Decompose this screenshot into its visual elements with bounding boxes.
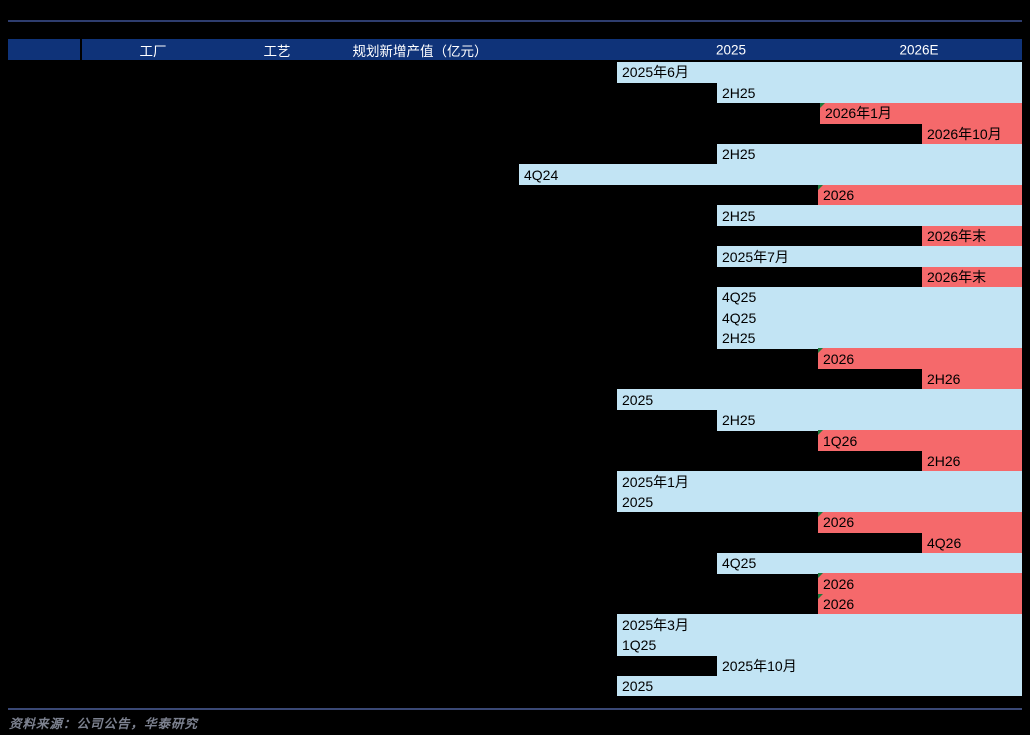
- cell-flag-triangle-icon: [818, 511, 823, 517]
- bar-label: 2H26: [927, 453, 961, 470]
- gantt-bar: 2026年10月: [922, 123, 1022, 145]
- gantt-bar: 4Q25: [717, 552, 1022, 574]
- gantt-bar: 2025年7月: [717, 246, 1022, 267]
- gantt-rows-area: 2025年6月 2H25 2026年1月 2026年10月 2H25 4Q24 2026 2H…: [0, 62, 1030, 697]
- gantt-bar: 4Q25: [717, 286, 1022, 308]
- gantt-bar: 2025: [617, 389, 1022, 411]
- cell-flag-triangle-icon: [818, 593, 823, 599]
- cell-flag-triangle-icon: [818, 573, 823, 579]
- bar-label: 2025年1月: [622, 473, 689, 490]
- bar-label: 2025: [622, 391, 654, 408]
- bar-label: 2H25: [722, 207, 756, 224]
- cell-flag-triangle-icon: [818, 184, 823, 190]
- bar-label: 2H25: [722, 84, 756, 101]
- gantt-bar: 2025年10月: [717, 655, 1022, 677]
- bar-label: 4Q24: [524, 166, 559, 183]
- bar-label: 2025年10月: [722, 657, 797, 674]
- bar-label: 1Q25: [622, 637, 657, 654]
- gantt-bar: 2H26: [922, 368, 1022, 390]
- gantt-bar: 2026: [818, 593, 1022, 615]
- gantt-bar: 2026年末: [922, 225, 1022, 247]
- gantt-bar: 2026: [818, 184, 1022, 206]
- gantt-bar: 2026: [818, 511, 1022, 533]
- gantt-bar: 4Q24: [519, 164, 1022, 186]
- header-col-process: 工艺: [263, 43, 291, 59]
- figure-bottom-rule: [8, 708, 1022, 710]
- figure-top-rule: [8, 20, 1022, 22]
- gantt-bar: 1Q25: [617, 634, 1022, 656]
- gantt-bar: 2025: [617, 491, 1022, 513]
- bar-label: 2025: [622, 678, 654, 695]
- gantt-bar: 2H25: [717, 205, 1022, 227]
- bar-label: 2H25: [722, 330, 756, 347]
- bar-label: 2026年末: [927, 268, 987, 285]
- gantt-bar: 2026年末: [922, 266, 1022, 288]
- bar-label: 2025年7月: [722, 248, 789, 265]
- gantt-bar: 2025年1月: [617, 471, 1022, 492]
- gantt-bar: 2026: [818, 573, 1022, 595]
- table-header-blank-cell: [8, 39, 80, 60]
- gantt-bar: 4Q25: [717, 307, 1022, 329]
- cell-flag-triangle-icon: [818, 348, 823, 354]
- bar-label: 2026: [823, 514, 855, 531]
- gantt-bar: 2H25: [717, 82, 1022, 104]
- bar-label: 2H25: [722, 146, 756, 163]
- bar-label: 1Q26: [823, 432, 858, 449]
- bar-label: 2026: [823, 575, 855, 592]
- bar-label: 2026: [823, 350, 855, 367]
- bar-label: 2026: [823, 596, 855, 613]
- header-col-2026e: 2026E: [899, 42, 939, 57]
- bar-label: 2025年6月: [622, 64, 689, 81]
- bar-label: 2025年3月: [622, 616, 689, 633]
- bar-label: 4Q25: [722, 309, 757, 326]
- gantt-bar: 2H26: [922, 450, 1022, 472]
- gantt-bar: 2H25: [717, 327, 1022, 349]
- header-col-planned-value: 规划新增产值（亿元）: [352, 43, 488, 59]
- header-col-2025: 2025: [715, 42, 747, 57]
- gantt-bar: 2026年1月: [820, 102, 1022, 124]
- cell-flag-triangle-icon: [818, 430, 823, 436]
- bar-label: 4Q25: [722, 555, 757, 572]
- cell-flag-triangle-icon: [820, 102, 825, 108]
- table-header-row: 工厂 工艺 规划新增产值（亿元） 2025 2026E: [82, 39, 1022, 60]
- gantt-bar: 2025年6月: [617, 62, 1022, 83]
- bar-label: 2H26: [927, 371, 961, 388]
- bar-label: 2H25: [722, 412, 756, 429]
- gantt-bar: 2H25: [717, 409, 1022, 431]
- bar-label: 4Q25: [722, 289, 757, 306]
- gantt-bar: 2H25: [717, 143, 1022, 165]
- bar-label: 2026年10月: [927, 125, 1002, 142]
- bar-label: 2025: [622, 493, 654, 510]
- gantt-bar: 2025年3月: [617, 614, 1022, 636]
- gantt-bar: 4Q26: [922, 532, 1022, 554]
- gantt-bar: 2026: [818, 348, 1022, 370]
- gantt-bar: 1Q26: [818, 430, 1022, 452]
- bar-label: 2026年1月: [825, 105, 892, 122]
- bar-label: 2026: [823, 187, 855, 204]
- gantt-bar: 2025: [617, 675, 1022, 697]
- bar-label: 2026年末: [927, 228, 987, 245]
- source-note: 资料来源：公司公告，华泰研究: [9, 716, 199, 731]
- header-col-factory: 工厂: [139, 43, 167, 59]
- bar-label: 4Q26: [927, 534, 962, 551]
